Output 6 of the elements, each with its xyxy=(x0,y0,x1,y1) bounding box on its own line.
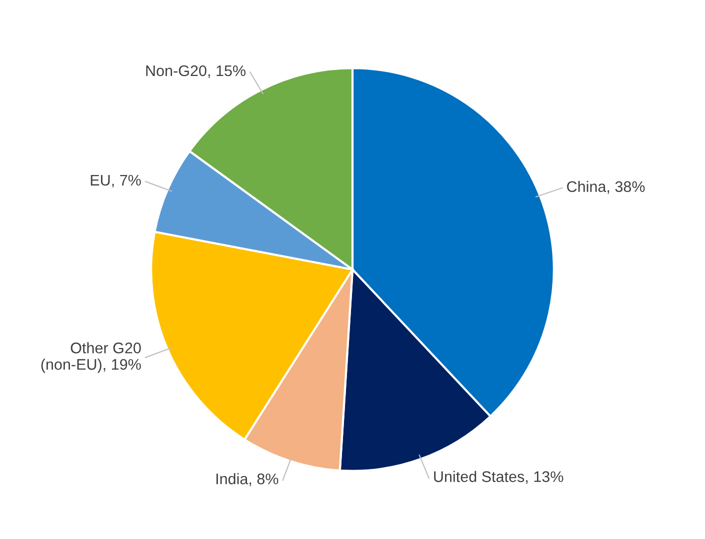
slice-label: Other G20 (non-EU), 19% xyxy=(41,342,141,373)
slice-label: India, 8% xyxy=(216,473,278,486)
slice-label: United States, 13% xyxy=(434,470,564,484)
slice-label: Non-G20, 15% xyxy=(146,65,246,78)
slice-label: EU, 7% xyxy=(90,174,141,188)
slice-label: China, 38% xyxy=(567,180,645,194)
